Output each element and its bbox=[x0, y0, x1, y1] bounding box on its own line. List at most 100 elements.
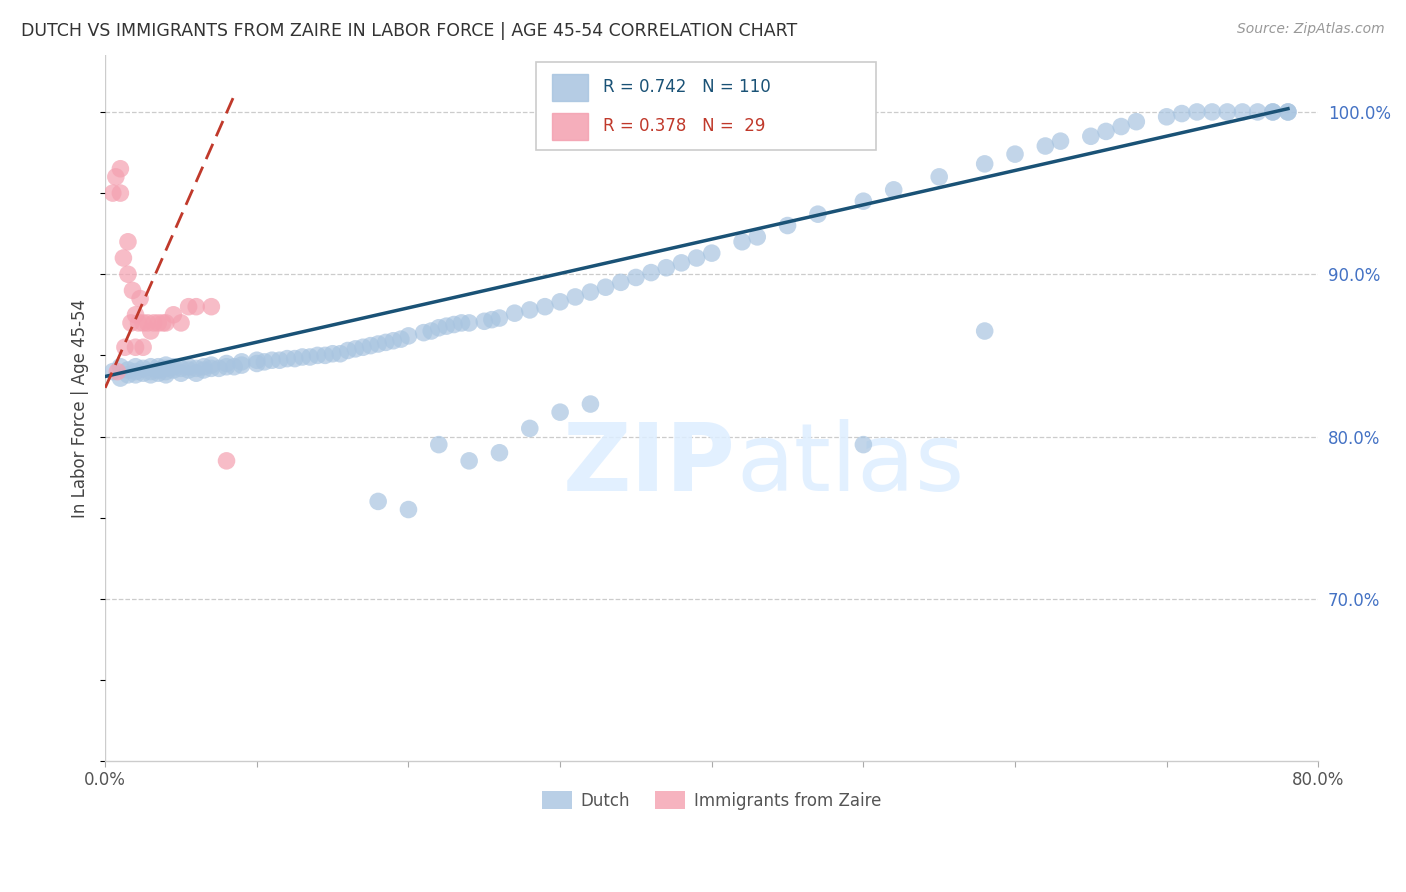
Point bbox=[155, 316, 177, 330]
Point bbox=[973, 157, 995, 171]
Point bbox=[382, 334, 405, 348]
Point bbox=[155, 365, 177, 379]
Point bbox=[731, 235, 754, 249]
Point bbox=[928, 169, 950, 184]
Text: R = 0.742   N = 110: R = 0.742 N = 110 bbox=[603, 78, 770, 96]
Point bbox=[128, 316, 150, 330]
Legend: Dutch, Immigrants from Zaire: Dutch, Immigrants from Zaire bbox=[536, 785, 887, 816]
Point bbox=[110, 161, 132, 176]
Point bbox=[427, 437, 450, 451]
Point bbox=[1232, 104, 1254, 119]
Point bbox=[142, 316, 165, 330]
Point bbox=[534, 300, 557, 314]
Point bbox=[224, 359, 246, 374]
Point bbox=[519, 421, 541, 435]
Point bbox=[284, 351, 307, 366]
Point bbox=[177, 300, 200, 314]
Point bbox=[110, 359, 132, 374]
Point bbox=[1171, 106, 1194, 120]
Point bbox=[807, 207, 830, 221]
Point bbox=[640, 266, 662, 280]
Point bbox=[314, 348, 336, 362]
Point bbox=[215, 454, 238, 468]
Point bbox=[579, 397, 602, 411]
Point bbox=[170, 316, 193, 330]
Point bbox=[307, 348, 329, 362]
Point bbox=[170, 366, 193, 380]
Point bbox=[101, 186, 124, 200]
Point bbox=[139, 365, 162, 379]
Point bbox=[389, 332, 412, 346]
Point bbox=[177, 359, 200, 374]
Point bbox=[117, 368, 139, 382]
Text: Source: ZipAtlas.com: Source: ZipAtlas.com bbox=[1237, 22, 1385, 37]
Point bbox=[124, 368, 146, 382]
Point bbox=[104, 169, 127, 184]
Point bbox=[162, 363, 184, 377]
Point bbox=[367, 494, 389, 508]
Point bbox=[129, 292, 152, 306]
Point bbox=[215, 359, 238, 374]
Point bbox=[110, 186, 132, 200]
Point bbox=[344, 342, 367, 356]
Point bbox=[1246, 104, 1268, 119]
Point bbox=[1080, 129, 1102, 144]
Point bbox=[564, 290, 586, 304]
Point bbox=[1109, 120, 1132, 134]
Point bbox=[136, 316, 159, 330]
Point bbox=[1201, 104, 1223, 119]
FancyBboxPatch shape bbox=[551, 113, 588, 140]
Point bbox=[322, 347, 344, 361]
Point bbox=[124, 359, 146, 374]
Point bbox=[186, 366, 208, 380]
Point bbox=[269, 353, 291, 368]
Point bbox=[148, 366, 170, 380]
FancyBboxPatch shape bbox=[536, 62, 876, 151]
Point bbox=[231, 355, 253, 369]
Point bbox=[450, 316, 472, 330]
Point bbox=[231, 358, 253, 372]
Point bbox=[124, 365, 146, 379]
Point bbox=[291, 350, 314, 364]
Point bbox=[458, 316, 481, 330]
Point bbox=[610, 276, 633, 290]
Point bbox=[548, 405, 571, 419]
Text: R = 0.378   N =  29: R = 0.378 N = 29 bbox=[603, 118, 765, 136]
Point bbox=[139, 368, 162, 382]
Point bbox=[276, 351, 298, 366]
Point bbox=[101, 365, 124, 379]
Point bbox=[117, 235, 139, 249]
Point bbox=[488, 446, 510, 460]
Point bbox=[193, 359, 215, 374]
Point bbox=[132, 361, 155, 376]
Point bbox=[398, 502, 420, 516]
FancyBboxPatch shape bbox=[551, 74, 588, 101]
Point bbox=[852, 437, 875, 451]
Point bbox=[132, 316, 155, 330]
Point bbox=[1125, 114, 1147, 128]
Point bbox=[155, 368, 177, 382]
Point bbox=[1185, 104, 1208, 119]
Point bbox=[852, 194, 875, 209]
Point bbox=[1156, 110, 1178, 124]
Point bbox=[1095, 124, 1118, 138]
Point bbox=[374, 335, 396, 350]
Point bbox=[148, 363, 170, 377]
Point bbox=[124, 340, 146, 354]
Point bbox=[200, 300, 222, 314]
Point bbox=[152, 316, 174, 330]
Point bbox=[1004, 147, 1026, 161]
Point bbox=[298, 350, 321, 364]
Point bbox=[1261, 104, 1284, 119]
Point bbox=[117, 363, 139, 377]
Point bbox=[1277, 104, 1299, 119]
Point bbox=[412, 326, 434, 340]
Point bbox=[352, 340, 374, 354]
Point bbox=[1261, 104, 1284, 119]
Point bbox=[110, 371, 132, 385]
Point bbox=[177, 363, 200, 377]
Point bbox=[155, 361, 177, 376]
Point bbox=[747, 230, 769, 244]
Text: DUTCH VS IMMIGRANTS FROM ZAIRE IN LABOR FORCE | AGE 45-54 CORRELATION CHART: DUTCH VS IMMIGRANTS FROM ZAIRE IN LABOR … bbox=[21, 22, 797, 40]
Point bbox=[519, 302, 541, 317]
